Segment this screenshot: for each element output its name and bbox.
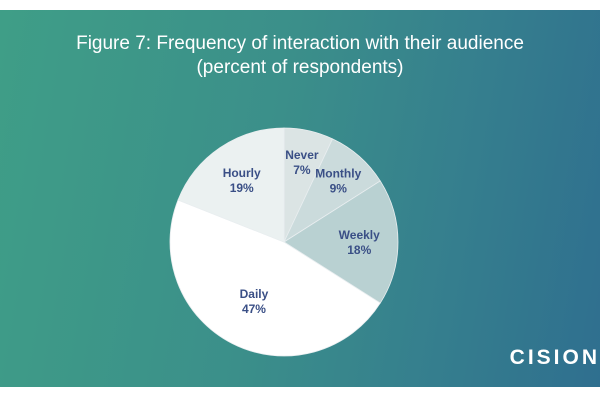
pie-slice-hourly (177, 127, 285, 243)
slide-background: Figure 7: Frequency of interaction with … (0, 10, 600, 387)
slice-value-daily: 47% (242, 302, 266, 316)
slice-value-monthly: 9% (330, 181, 348, 195)
slice-name-weekly: Weekly (339, 228, 380, 242)
chart-title: Figure 7: Frequency of interaction with … (0, 32, 600, 80)
slice-value-never: 7% (293, 163, 311, 177)
slice-value-hourly: 19% (230, 181, 254, 195)
slice-name-hourly: Hourly (223, 166, 261, 180)
pie-slice-daily (169, 199, 381, 357)
chart-title-line2: (percent of respondents) (196, 57, 404, 78)
pie-slice-weekly (283, 180, 399, 304)
logo-text: CISION (509, 346, 600, 369)
slice-value-weekly: 18% (347, 243, 371, 257)
slice-name-monthly: Monthly (315, 166, 361, 180)
cision-logo: CISION (510, 346, 600, 370)
slice-name-daily: Daily (240, 287, 269, 301)
chart-title-line1: Figure 7: Frequency of interaction with … (76, 33, 524, 54)
slice-name-never: Never (285, 148, 319, 162)
